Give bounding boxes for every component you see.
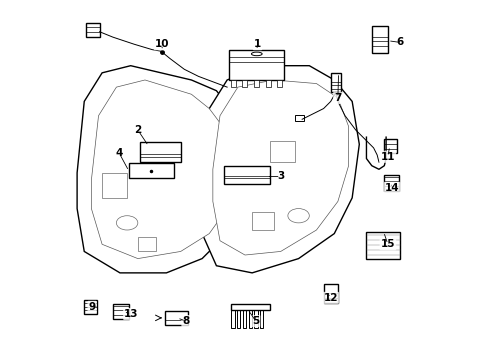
Text: 1: 1 [254,39,261,49]
Bar [254,307,258,328]
Polygon shape [92,80,234,258]
Bar [229,50,284,80]
Bar [243,307,246,328]
Bar [231,80,236,87]
Text: 8: 8 [182,316,190,326]
Text: 15: 15 [381,239,395,249]
Text: 3: 3 [277,171,284,181]
Bar [367,232,400,258]
Bar [113,304,129,319]
Bar [270,141,295,162]
Bar [84,300,97,314]
Bar [243,80,247,87]
Bar [266,80,270,87]
Text: 5: 5 [252,316,259,326]
Bar [331,73,341,93]
Bar [252,212,273,230]
Text: 12: 12 [323,293,338,303]
Bar [260,307,263,328]
Bar [86,23,99,37]
Text: 6: 6 [397,37,404,48]
Ellipse shape [251,52,262,56]
Bar [384,175,398,191]
Bar [254,80,259,87]
Text: 7: 7 [334,93,342,103]
Text: 9: 9 [89,302,96,312]
Text: 13: 13 [124,309,139,319]
Bar [372,26,388,53]
Bar [223,166,270,184]
Bar [231,304,270,310]
Ellipse shape [117,216,138,230]
Bar [231,307,235,328]
Bar [277,80,282,87]
Bar [384,139,397,153]
Bar [323,284,338,303]
Polygon shape [77,66,252,273]
Polygon shape [213,80,348,255]
Text: 4: 4 [116,148,123,158]
Polygon shape [198,66,359,273]
Bar [165,311,188,325]
Text: 2: 2 [134,125,142,135]
Bar [102,173,127,198]
Bar [129,163,173,178]
Text: 10: 10 [155,39,170,49]
Bar [140,143,181,162]
Bar [237,307,241,328]
Bar [295,114,304,121]
Ellipse shape [288,208,309,223]
Text: 14: 14 [385,183,399,193]
Bar [138,237,156,251]
Text: 11: 11 [381,152,395,162]
Bar [248,307,252,328]
